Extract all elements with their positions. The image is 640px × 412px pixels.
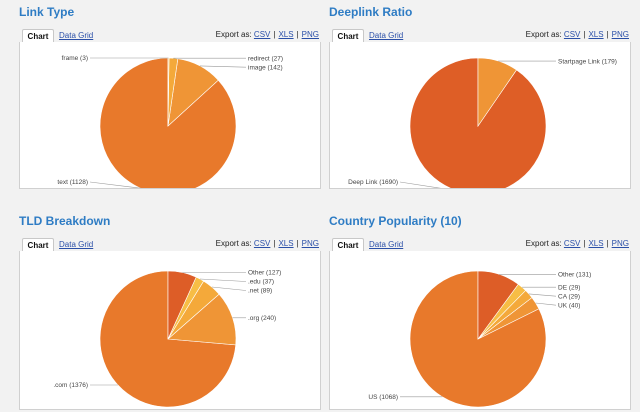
panel-title: Country Popularity (10) (329, 214, 462, 228)
pie-label-other: Other (131) (558, 272, 591, 279)
pie-slice-other[interactable] (477, 270, 519, 340)
export-bar: Export as: CSV | XLS | PNG (525, 239, 629, 248)
pie-label-com: .com (1376) (53, 382, 88, 389)
pie-label-net: .net (89) (248, 288, 272, 295)
export-png-link[interactable]: PNG (301, 239, 319, 248)
export-xls-link[interactable]: XLS (278, 239, 294, 248)
export-csv-link[interactable]: CSV (563, 239, 581, 248)
chart-area: Other (131) DE (29) CA (29) UK (40) US (1068… (329, 251, 631, 410)
chart-area: redirect (27) image (142) frame (3) text (1… (19, 42, 321, 189)
leader-line (89, 181, 141, 188)
export-bar: Export as: CSV | XLS | PNG (215, 239, 319, 248)
export-xls-link[interactable]: XLS (278, 30, 294, 39)
pie-label-uk: UK (40) (558, 302, 580, 309)
pie-chart: redirect (27) image (142) frame (3) text (1… (57, 55, 283, 188)
pie-label-text: text (1128) (57, 179, 88, 186)
pie-label-startpage-link: Startpage Link (179) (558, 58, 617, 65)
pie-slice-text[interactable] (99, 57, 237, 188)
leader-line (535, 302, 557, 306)
panel-title: Deeplink Ratio (329, 5, 413, 19)
export-xls-link[interactable]: XLS (588, 239, 604, 248)
tab-chart[interactable]: Chart (332, 238, 364, 253)
pie-label-us: US (1068) (368, 394, 398, 401)
export-bar: Export as: CSV | XLS | PNG (525, 30, 629, 39)
export-label: Export as: (525, 239, 562, 248)
pie-label-ca: CA (29) (558, 293, 580, 300)
export-xls-link[interactable]: XLS (588, 30, 604, 39)
pie-label-deep-link: Deep Link (1690) (348, 179, 398, 186)
tab-data-grid[interactable]: Data Grid (369, 31, 404, 40)
export-png-link[interactable]: PNG (301, 30, 319, 39)
export-label: Export as: (215, 239, 252, 248)
export-label: Export as: (525, 30, 562, 39)
pie-chart: Other (127) .edu (37) .net (89) .org (240).… (53, 270, 281, 408)
chart-area: Other (127) .edu (37) .net (89) .org (240).… (19, 251, 321, 410)
export-label: Export as: (215, 30, 252, 39)
export-csv-link[interactable]: CSV (253, 239, 271, 248)
pie-label-edu: .edu (37) (248, 279, 274, 286)
pie-label-org: .org (240) (248, 315, 276, 322)
tab-bar: Chart Data Grid Export as: CSV | XLS | PNG (19, 24, 321, 44)
leader-line (199, 278, 247, 282)
tab-data-grid[interactable]: Data Grid (59, 31, 94, 40)
pie-label-image: image (142) (248, 64, 283, 71)
export-csv-link[interactable]: CSV (563, 30, 581, 39)
panel-link-type: Link Type Chart Data Grid Export as: CSV… (19, 5, 329, 195)
export-png-link[interactable]: PNG (611, 30, 629, 39)
panel-deeplink-ratio: Deeplink Ratio Chart Data Grid Export as… (329, 5, 639, 195)
export-png-link[interactable]: PNG (611, 239, 629, 248)
tab-data-grid[interactable]: Data Grid (59, 240, 94, 249)
panel-title: Link Type (19, 5, 75, 19)
panel-country-popularity: Country Popularity (10) Chart Data Grid … (329, 214, 639, 410)
pie-label-de: DE (29) (558, 284, 580, 291)
tab-data-grid[interactable]: Data Grid (369, 240, 404, 249)
leader-line (199, 65, 247, 68)
tab-chart[interactable]: Chart (22, 29, 54, 44)
tab-chart[interactable]: Chart (22, 238, 54, 253)
tab-bar: Chart Data Grid Export as: CSV | XLS | PNG (329, 24, 631, 44)
tab-bar: Chart Data Grid Export as: CSV | XLS | PNG (19, 233, 321, 253)
pie-label-frame: frame (3) (62, 55, 88, 62)
chart-area: Startpage Link (179) Deep Link (1690) (329, 42, 631, 189)
pie-label-other: Other (127) (248, 270, 281, 277)
pie-slice-startpage-link[interactable] (477, 57, 517, 127)
leader-line (528, 293, 557, 297)
panel-title: TLD Breakdown (19, 214, 111, 228)
export-csv-link[interactable]: CSV (253, 30, 271, 39)
pie-slice-other[interactable] (167, 270, 197, 340)
pie-label-redirect: redirect (27) (248, 55, 283, 62)
tab-bar: Chart Data Grid Export as: CSV | XLS | PNG (329, 233, 631, 253)
leader-line (399, 181, 441, 188)
tab-chart[interactable]: Chart (332, 29, 364, 44)
leader-line (211, 286, 247, 291)
export-bar: Export as: CSV | XLS | PNG (215, 30, 319, 39)
panel-tld-breakdown: TLD Breakdown Chart Data Grid Export as:… (19, 214, 329, 410)
pie-chart: Startpage Link (179) Deep Link (1690) (348, 57, 617, 188)
pie-chart: Other (131) DE (29) CA (29) UK (40) US (1068… (368, 270, 591, 408)
